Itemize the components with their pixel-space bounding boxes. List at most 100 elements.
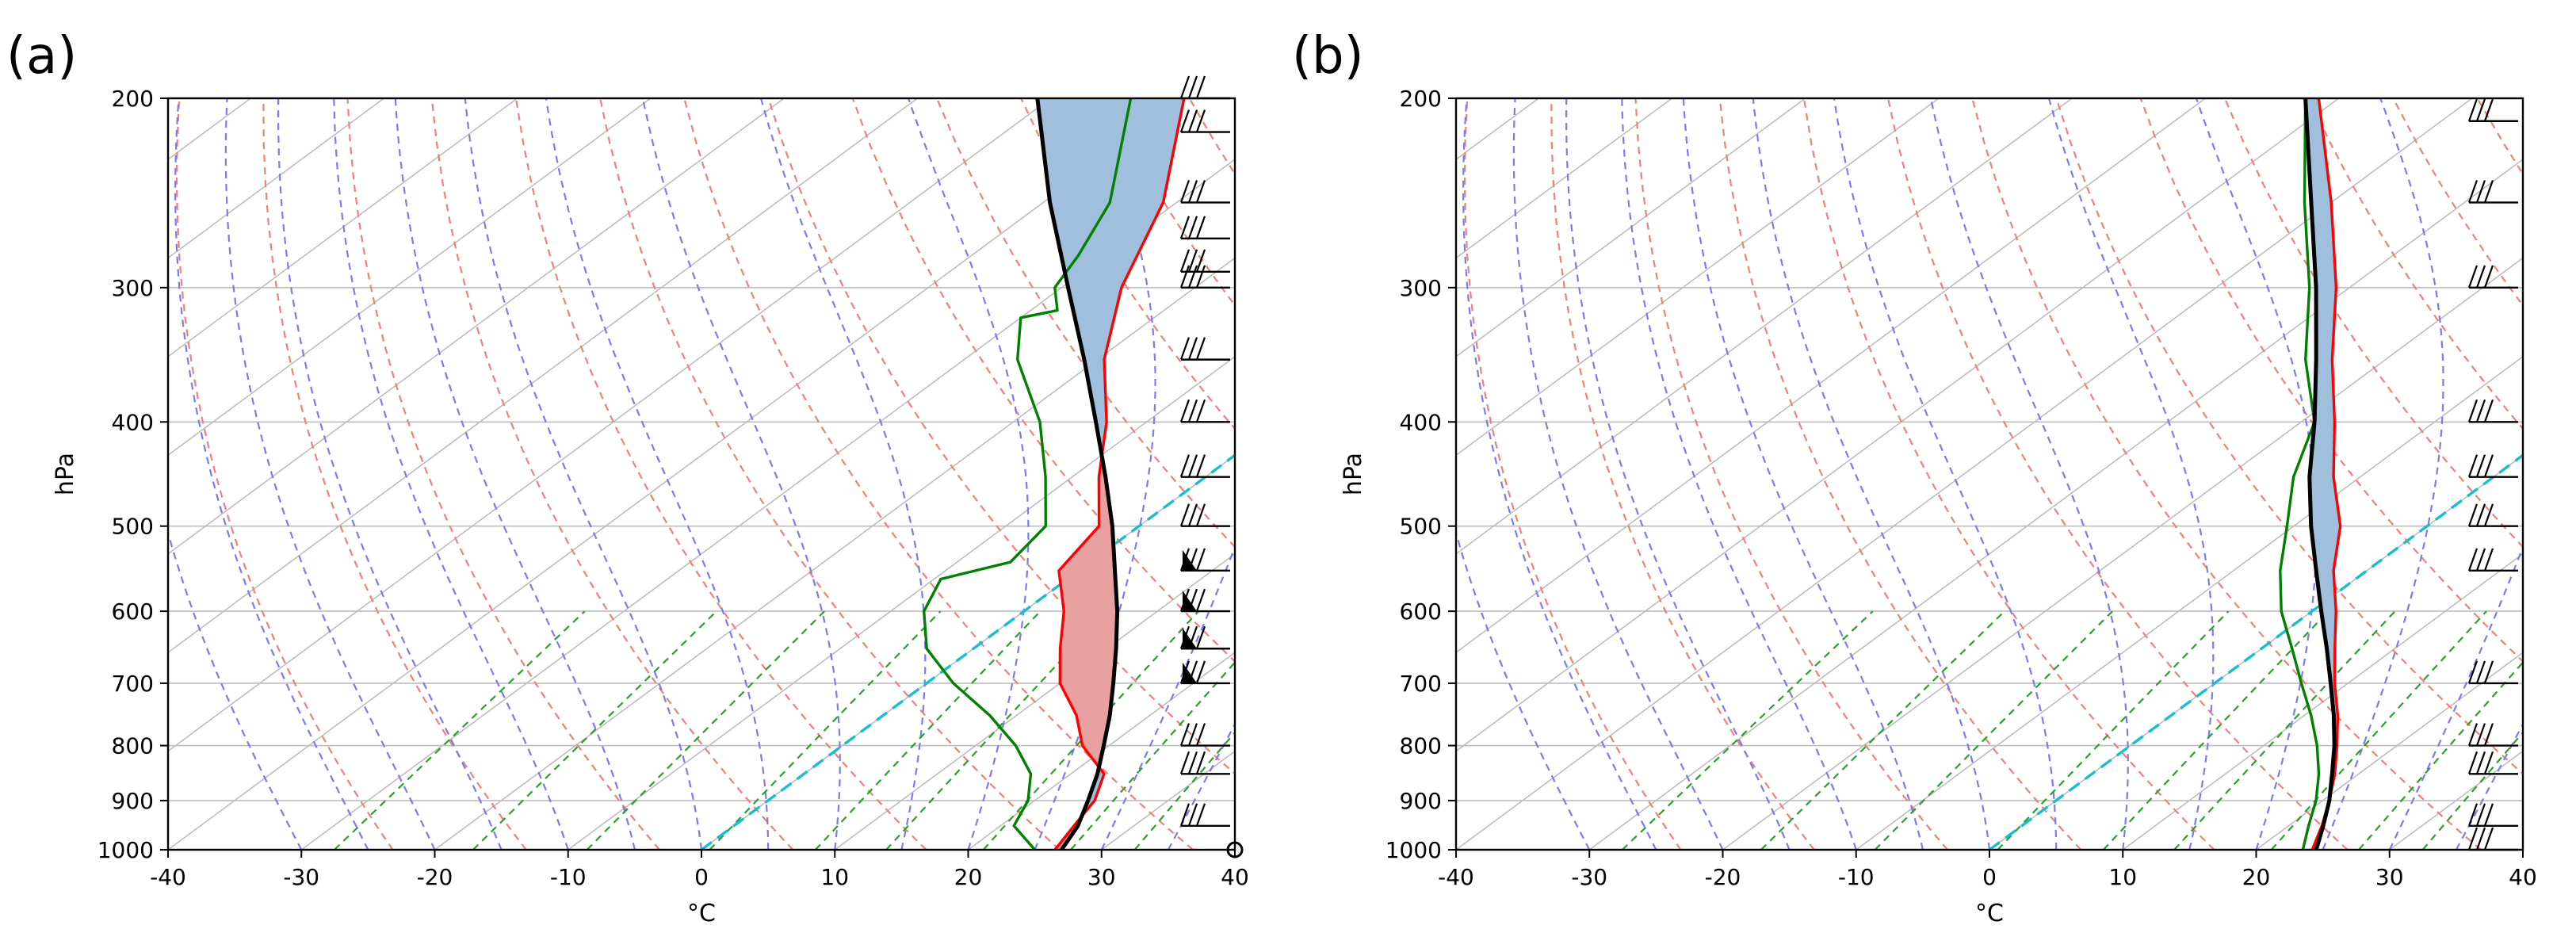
dry-adiabat — [1802, 98, 2215, 850]
mixing-ratio-line — [2358, 661, 2523, 850]
moist-adiabat — [759, 98, 927, 850]
wind-barb-feather — [1195, 216, 1206, 239]
wind-barb-feather — [1195, 548, 1206, 572]
wind-barb-icon — [2467, 803, 2518, 827]
wind-barb-feather — [2483, 503, 2494, 527]
y-tick-label: 800 — [1400, 733, 1442, 759]
moist-adiabat — [2388, 544, 2523, 850]
moist-adiabat — [907, 98, 1030, 850]
isotherm-line — [1456, 98, 2206, 654]
mixing-ratio-line — [1997, 610, 2230, 850]
moist-adiabat — [1621, 98, 1857, 850]
wind-barb-feather — [2467, 751, 2479, 774]
mixing-ratio-line — [1874, 610, 2113, 850]
isotherm-line — [168, 98, 384, 259]
mixing-ratio-line — [586, 610, 825, 850]
y-tick-label: 300 — [112, 275, 154, 301]
wind-barb-icon — [2467, 98, 2518, 122]
wind-barb-feather — [2467, 827, 2479, 851]
moist-adiabat — [1833, 98, 2058, 850]
dry-adiabat — [1611, 98, 2576, 850]
y-tick-label: 600 — [112, 598, 154, 625]
wind-barb-icon — [1179, 588, 1230, 613]
mixing-ratio-line — [1622, 610, 1874, 850]
wind-barb-icon — [1179, 803, 1230, 827]
x-tick-label: -10 — [550, 864, 587, 890]
wind-barb-pennant — [1183, 628, 1197, 649]
x-tick-label: 30 — [2375, 864, 2404, 890]
dry-adiabat — [2392, 98, 2523, 307]
wind-barb-feather — [2467, 180, 2479, 203]
isotherm-line — [2122, 553, 2523, 850]
dry-adiabat — [2031, 98, 2576, 850]
moist-adiabat — [277, 98, 503, 850]
wind-barb-icon — [2467, 660, 2518, 685]
isotherm-line — [2522, 849, 2523, 850]
mixing-ratio-line — [982, 610, 1199, 850]
wind-barb-icon — [1179, 399, 1230, 423]
isotherm-line — [968, 652, 1235, 850]
wind-barb-feather — [2467, 723, 2479, 746]
parcel-profile — [2303, 98, 2337, 850]
moist-adiabat — [1682, 98, 1924, 850]
wind-barb-feather — [2475, 751, 2486, 774]
mixing-ratio-line — [2421, 731, 2523, 850]
wind-barb-feather — [1187, 454, 1198, 478]
wind-barb-feather — [1187, 337, 1198, 360]
wind-barb-feather — [2483, 399, 2494, 423]
wind-barb-feather — [1195, 180, 1206, 203]
wind-barb-feather — [2483, 180, 2494, 203]
wind-barb-icon — [1179, 625, 1230, 650]
isotherm-line — [168, 98, 1052, 752]
moist-adiabat — [1929, 98, 2129, 850]
dry-adiabat — [346, 98, 660, 850]
wind-barb-icon — [2467, 548, 2518, 572]
moist-adiabat — [2522, 847, 2523, 850]
moist-adiabat — [2322, 98, 2444, 850]
wind-barb-feather — [1195, 751, 1206, 774]
wind-barb-feather — [1187, 803, 1198, 827]
wind-barb-feather — [1195, 625, 1206, 649]
dry-adiabat — [2476, 98, 2523, 176]
isotherm-line — [1456, 98, 1806, 358]
wind-barb-feather — [2483, 660, 2494, 684]
dry-adiabat — [2139, 98, 2523, 663]
wind-barb-feather — [1179, 265, 1191, 289]
x-tick-label: -40 — [150, 864, 186, 890]
mixing-ratio-line — [2270, 610, 2487, 850]
plot-area — [1456, 98, 2523, 850]
y-tick-label: 700 — [112, 671, 154, 697]
isotherm-line — [168, 98, 785, 555]
wind-barb-feather — [2475, 180, 2486, 203]
wind-barb-feather — [1187, 75, 1198, 99]
x-tick-label: 40 — [1221, 864, 1249, 890]
isotherm-line — [1856, 355, 2523, 850]
dry-adiabat — [1104, 98, 1235, 307]
wind-barb-feather — [1195, 337, 1206, 360]
wind-barb-feather — [2483, 548, 2494, 572]
moist-adiabat — [394, 98, 636, 850]
wind-barb-icon — [1179, 337, 1230, 361]
wind-barb-feather — [1179, 249, 1191, 273]
dry-adiabat — [262, 98, 527, 850]
wind-barb-icon — [2467, 751, 2518, 775]
wind-barb-pennant — [1183, 662, 1197, 683]
dry-adiabat — [2055, 98, 2523, 775]
y-axis-label: hPa — [52, 453, 79, 495]
isotherm-line — [1456, 98, 2340, 752]
x-tick-label: -20 — [1705, 864, 1741, 890]
dry-adiabat — [1779, 98, 2576, 850]
wind-barb-feather — [2475, 803, 2486, 827]
x-tick-label: 30 — [1087, 864, 1116, 890]
wind-barb-feather — [1187, 265, 1198, 289]
moist-adiabat — [174, 98, 369, 850]
moist-adiabat — [1167, 722, 1235, 850]
y-tick-label: 400 — [112, 409, 154, 435]
wind-barb-feather — [2475, 660, 2486, 684]
dry-adiabat — [1550, 98, 1815, 850]
y-tick-label: 500 — [112, 514, 154, 540]
wind-barb-icon — [1179, 503, 1230, 527]
y-tick-label: 1000 — [97, 837, 154, 863]
wind-barb-feather — [2483, 803, 2494, 827]
